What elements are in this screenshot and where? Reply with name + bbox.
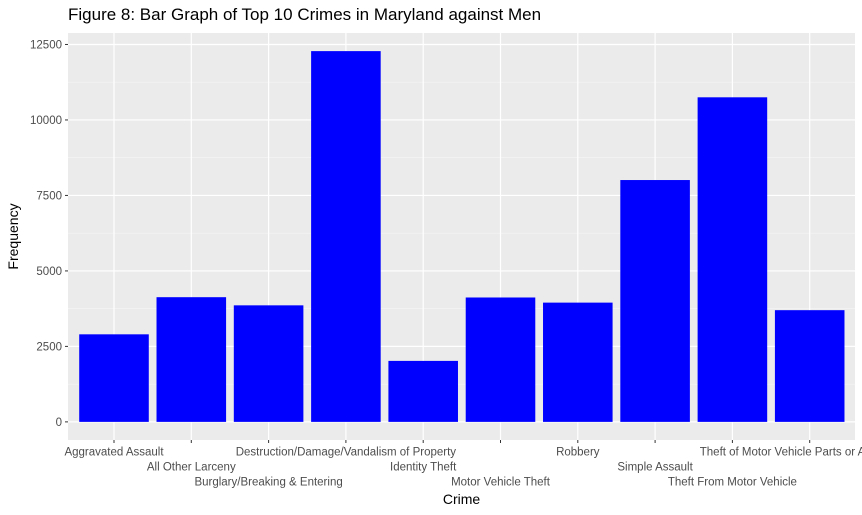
- bar: [156, 297, 227, 422]
- x-tick-label: Motor Vehicle Theft: [451, 477, 551, 489]
- chart-title: Figure 8: Bar Graph of Top 10 Crimes in …: [68, 5, 541, 24]
- y-tick-label: 0: [56, 417, 62, 429]
- bar: [620, 180, 690, 422]
- y-tick-label: 5000: [36, 266, 62, 278]
- x-tick-label: Identity Theft: [390, 462, 457, 474]
- y-tick-label: 7500: [36, 190, 62, 202]
- x-tick-label: Simple Assault: [617, 462, 693, 474]
- x-tick-label: Theft From Motor Vehicle: [668, 477, 797, 489]
- y-axis-title: Frequency: [5, 203, 21, 269]
- bar: [388, 360, 458, 422]
- bar: [79, 334, 149, 422]
- x-tick-label: Destruction/Damage/Vandalism of Property: [236, 447, 457, 459]
- y-tick-label: 2500: [36, 341, 62, 353]
- bar: [697, 97, 768, 422]
- y-axis: 0 2500 5000 7500 10000 12500: [30, 39, 68, 429]
- x-axis: Aggravated Assault All Other Larceny Burgl…: [64, 440, 862, 489]
- x-axis-title: Crime: [443, 491, 481, 507]
- x-tick-label: All Other Larceny: [147, 462, 236, 474]
- bar: [311, 51, 381, 422]
- bars: [79, 51, 845, 422]
- bar: [465, 297, 536, 422]
- bar: [233, 305, 304, 422]
- x-tick-label: Robbery: [556, 447, 600, 459]
- bar: [543, 302, 613, 422]
- x-tick-label: Burglary/Breaking & Entering: [194, 477, 342, 489]
- x-tick-label: Theft of Motor Vehicle Parts or Accessor…: [700, 447, 862, 459]
- bar: [774, 310, 845, 422]
- y-tick-label: 12500: [30, 39, 62, 51]
- x-tick-label: Aggravated Assault: [64, 447, 164, 459]
- y-tick-label: 10000: [30, 115, 62, 127]
